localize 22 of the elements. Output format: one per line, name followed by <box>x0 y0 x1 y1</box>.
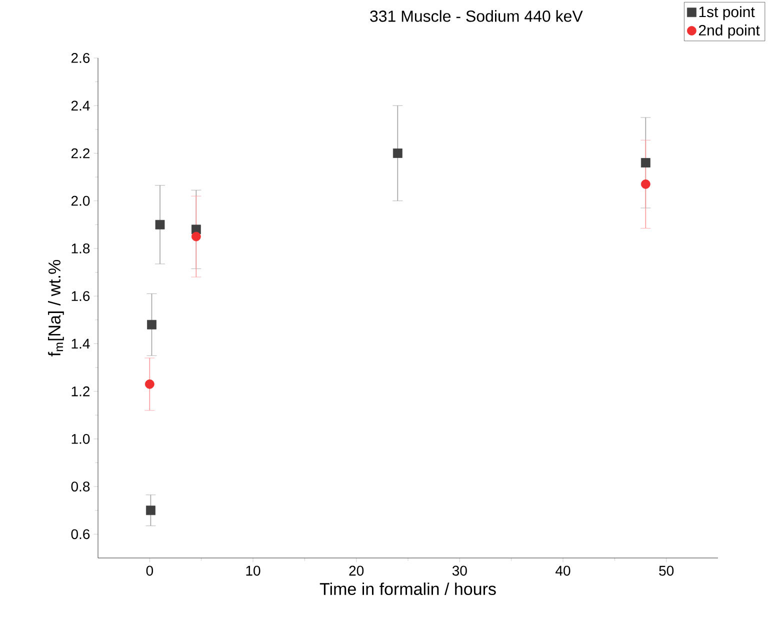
x-tick-label: 10 <box>246 566 260 576</box>
legend-label: 1st point <box>699 6 755 20</box>
y-tick-label: 0.8 <box>71 482 90 492</box>
y-tick-label: 2.2 <box>71 148 90 158</box>
y-tick-label: 1.8 <box>72 243 90 254</box>
x-tick-label: 40 <box>556 566 570 576</box>
y-tick-label: 2.6 <box>71 53 90 63</box>
y-tick-label: 1.2 <box>72 386 90 396</box>
y-tick-label: 0.6 <box>71 529 90 540</box>
y-tick-label: 2.4 <box>71 100 90 110</box>
x-tick-label: 50 <box>659 566 674 576</box>
y-tick-label: 2.0 <box>71 196 90 206</box>
x-axis-title: Time in formalin / hours <box>320 582 496 596</box>
y-tick-label: 1.0 <box>72 434 90 444</box>
x-tick-label: 0 <box>146 566 154 576</box>
legend-label: 2nd point <box>698 24 760 39</box>
y-tick-label: 1.6 <box>72 291 90 302</box>
x-tick-label: 30 <box>452 566 467 576</box>
y-axis-title: f$_{m}$[Na] / wt.% <box>48 260 64 356</box>
y-tick-label: 1.4 <box>72 338 90 349</box>
chart-title: 331 Muscle - Sodium 440 keV <box>370 10 583 22</box>
x-tick-label: 20 <box>349 566 364 576</box>
